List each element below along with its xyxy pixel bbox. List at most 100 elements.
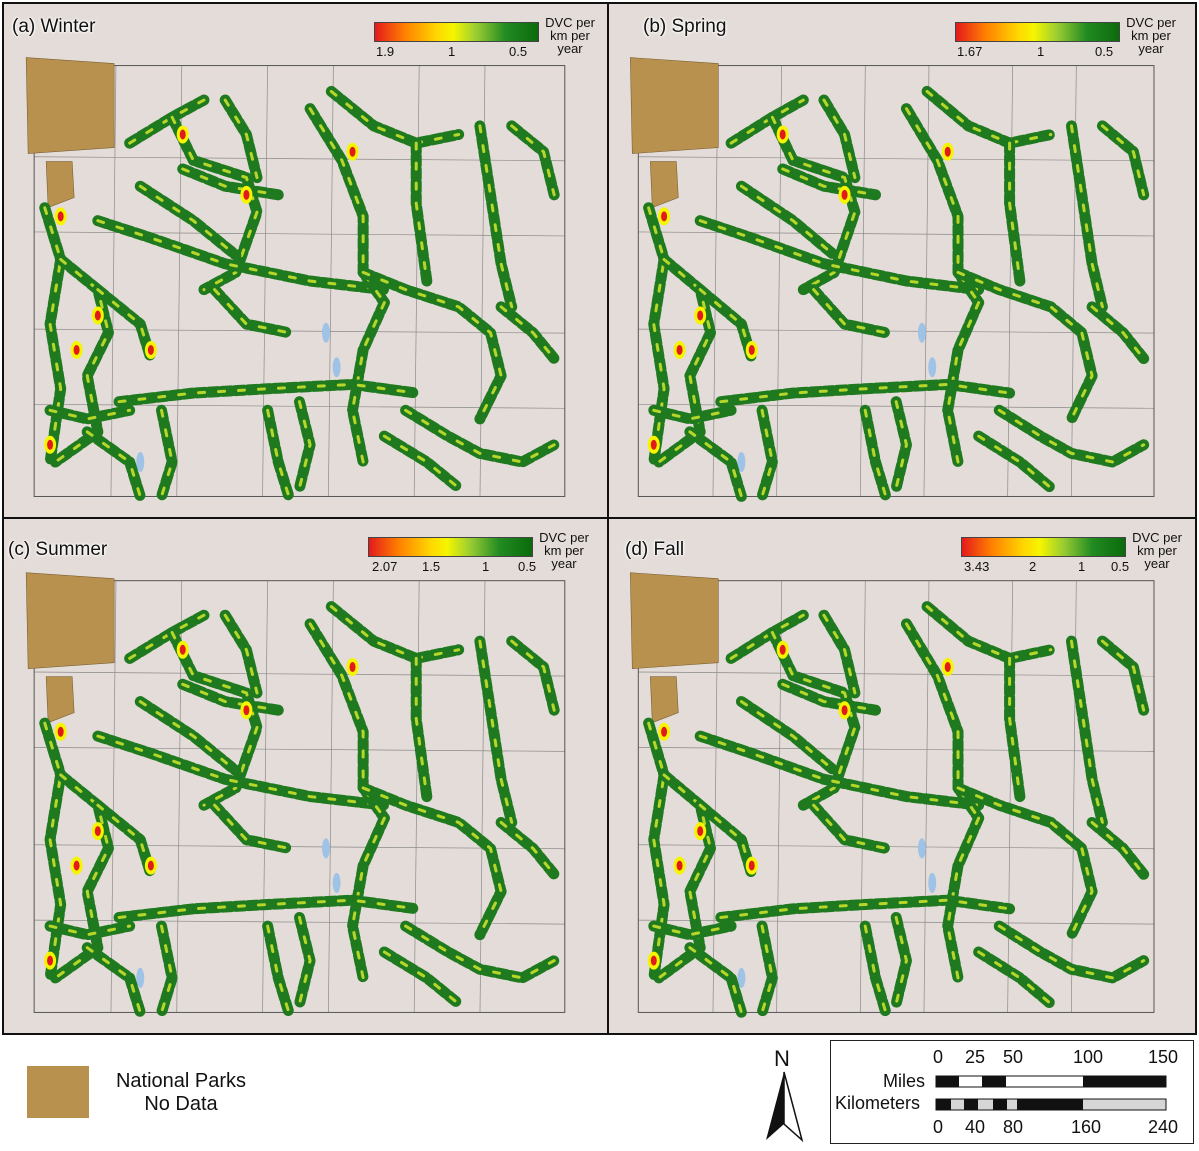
county-boundary bbox=[638, 844, 1154, 850]
county-boundary bbox=[262, 65, 268, 497]
road-centerline bbox=[1090, 305, 1146, 361]
road-centerline bbox=[822, 613, 857, 695]
collision-hotspot bbox=[650, 955, 657, 966]
road-centerline bbox=[894, 915, 908, 1006]
road-centerline bbox=[739, 184, 836, 257]
road-centerline bbox=[478, 639, 514, 824]
road-centerline bbox=[223, 98, 259, 180]
road-centerline bbox=[138, 184, 238, 257]
road-centerline bbox=[647, 721, 666, 980]
road-centerline bbox=[138, 700, 238, 773]
national-parks-legend-label: National Parks No Data bbox=[115, 1070, 247, 1115]
scale-miles-label: Miles bbox=[883, 1071, 926, 1091]
collision-hotspot bbox=[94, 826, 101, 837]
colorbar-gradient bbox=[374, 22, 539, 42]
colorbar-tick: 1.5 bbox=[422, 559, 441, 574]
road-corridor bbox=[973, 946, 1057, 1010]
county-boundary bbox=[638, 328, 1154, 334]
road-centerline bbox=[781, 167, 878, 197]
collision-hotspot bbox=[697, 310, 704, 321]
road-centerline bbox=[48, 924, 132, 937]
county-boundary bbox=[262, 580, 268, 1013]
national-park-area bbox=[25, 572, 115, 724]
panel-fall: (d) Fall 3.43 2 1 0.5 DVC per km per yea… bbox=[607, 517, 1197, 1035]
collision-hotspot bbox=[73, 344, 80, 355]
scale-km-label: Kilometers bbox=[835, 1093, 921, 1113]
scale-km-tick: 160 bbox=[1071, 1117, 1102, 1137]
county-boundary bbox=[34, 156, 565, 162]
collision-hotspot bbox=[944, 146, 951, 157]
road-corridor bbox=[859, 404, 892, 502]
collision-hotspot bbox=[650, 439, 657, 450]
collision-hotspot bbox=[73, 860, 80, 871]
county-boundary bbox=[110, 65, 117, 497]
road-centerline bbox=[647, 206, 666, 464]
map-spring bbox=[609, 4, 1195, 517]
road-centerline bbox=[904, 107, 981, 305]
colorbar-tick: 0.5 bbox=[509, 44, 528, 59]
water-body bbox=[917, 322, 926, 343]
road-centerline bbox=[96, 734, 386, 807]
state-outline bbox=[33, 65, 566, 497]
road-centerline bbox=[1100, 124, 1146, 197]
collision-hotspot bbox=[841, 705, 848, 716]
map-fall bbox=[609, 519, 1195, 1033]
road-corridor bbox=[262, 920, 295, 1018]
road-centerline bbox=[698, 219, 981, 292]
county-boundary bbox=[34, 671, 565, 677]
water-body bbox=[928, 872, 937, 893]
colorbar-tick: 1 bbox=[1078, 559, 1086, 574]
collision-hotspot bbox=[147, 860, 154, 871]
collision-hotspot bbox=[179, 644, 186, 655]
colorbar-unit: DVC per km per year bbox=[1132, 530, 1182, 571]
road-centerline bbox=[1069, 639, 1104, 824]
road-corridor bbox=[156, 920, 178, 1018]
collision-hotspot bbox=[57, 726, 64, 737]
scale-mile-tick: 100 bbox=[1073, 1047, 1104, 1067]
road-centerline bbox=[308, 107, 386, 305]
scale-km-tick: 0 bbox=[933, 1117, 944, 1137]
collision-hotspot bbox=[661, 211, 668, 222]
water-body bbox=[332, 872, 341, 893]
road-corridor bbox=[378, 430, 465, 494]
north-arrow: N bbox=[762, 1046, 806, 1143]
scale-bars bbox=[935, 1075, 1167, 1111]
road-centerline bbox=[329, 89, 461, 145]
collision-hotspot bbox=[841, 189, 848, 200]
road-centerline bbox=[213, 803, 291, 850]
national-park-area bbox=[25, 57, 115, 208]
road-centerline bbox=[925, 605, 1053, 660]
scale-km-tick: 80 bbox=[1003, 1117, 1024, 1137]
road-centerline bbox=[894, 400, 908, 490]
road-centerline bbox=[414, 141, 429, 283]
panel-title: (d) Fall bbox=[625, 539, 685, 560]
panel-spring: (b) Spring 1.67 1 0.5 DVC per km per yea… bbox=[607, 2, 1197, 519]
scale-km-tick: 40 bbox=[965, 1117, 986, 1137]
road-centerline bbox=[719, 898, 1012, 919]
road-centerline bbox=[43, 721, 63, 980]
water-body bbox=[917, 838, 926, 859]
scale-bar: 0 25 50 100 150 Miles Kilometers 0 40 80… bbox=[830, 1040, 1194, 1144]
road-centerline bbox=[1008, 656, 1022, 799]
road-corridor bbox=[81, 942, 146, 1018]
road-centerline bbox=[997, 408, 1146, 464]
water-body bbox=[136, 452, 145, 473]
county-boundary bbox=[110, 580, 117, 1013]
road-centerline bbox=[812, 803, 888, 850]
colorbar-tick: 2 bbox=[1029, 559, 1037, 574]
road-centerline bbox=[297, 400, 312, 490]
road-centerline bbox=[904, 622, 981, 820]
colorbar-tick: 3.43 bbox=[964, 559, 990, 574]
road-centerline bbox=[1100, 639, 1146, 712]
colorbar-gradient bbox=[368, 537, 533, 557]
colorbar-tick: 2.07 bbox=[372, 559, 398, 574]
road-corridor bbox=[378, 946, 465, 1010]
road-centerline bbox=[213, 288, 291, 335]
colorbar-tick: 1 bbox=[482, 559, 490, 574]
road-corridor bbox=[859, 920, 892, 1018]
collision-hotspot bbox=[748, 860, 755, 871]
collision-hotspot bbox=[661, 726, 668, 737]
road-centerline bbox=[404, 924, 556, 980]
collision-hotspot bbox=[57, 211, 64, 222]
road-corridor bbox=[113, 378, 422, 408]
